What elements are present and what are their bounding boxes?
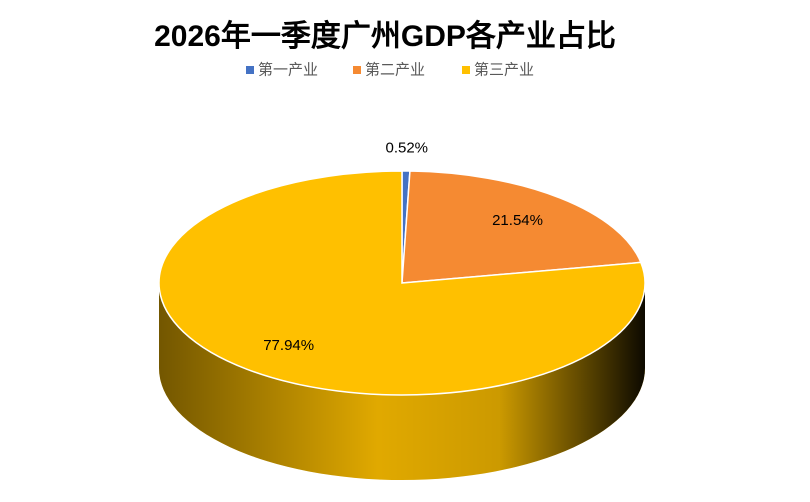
slice [158,170,646,396]
slice-side-shade [159,283,645,480]
pie: 0.52% 21.54% 77.94% [158,140,646,480]
legend-swatch [353,66,361,74]
legend-label: 第一产业 [258,60,318,78]
data-label: 77.94% [263,337,314,354]
legend: 第一产业 第二产业 第三产业 [246,60,534,78]
legend-label: 第二产业 [365,60,425,78]
slice [401,170,642,284]
data-label: 0.52% [385,140,428,157]
data-label: 21.54% [492,212,543,229]
chart-title: 2026年一季度广州GDP各产业占比 [154,19,616,53]
legend-swatch [246,66,254,74]
legend-label: 第三产业 [474,60,534,78]
legend-swatch [462,66,470,74]
